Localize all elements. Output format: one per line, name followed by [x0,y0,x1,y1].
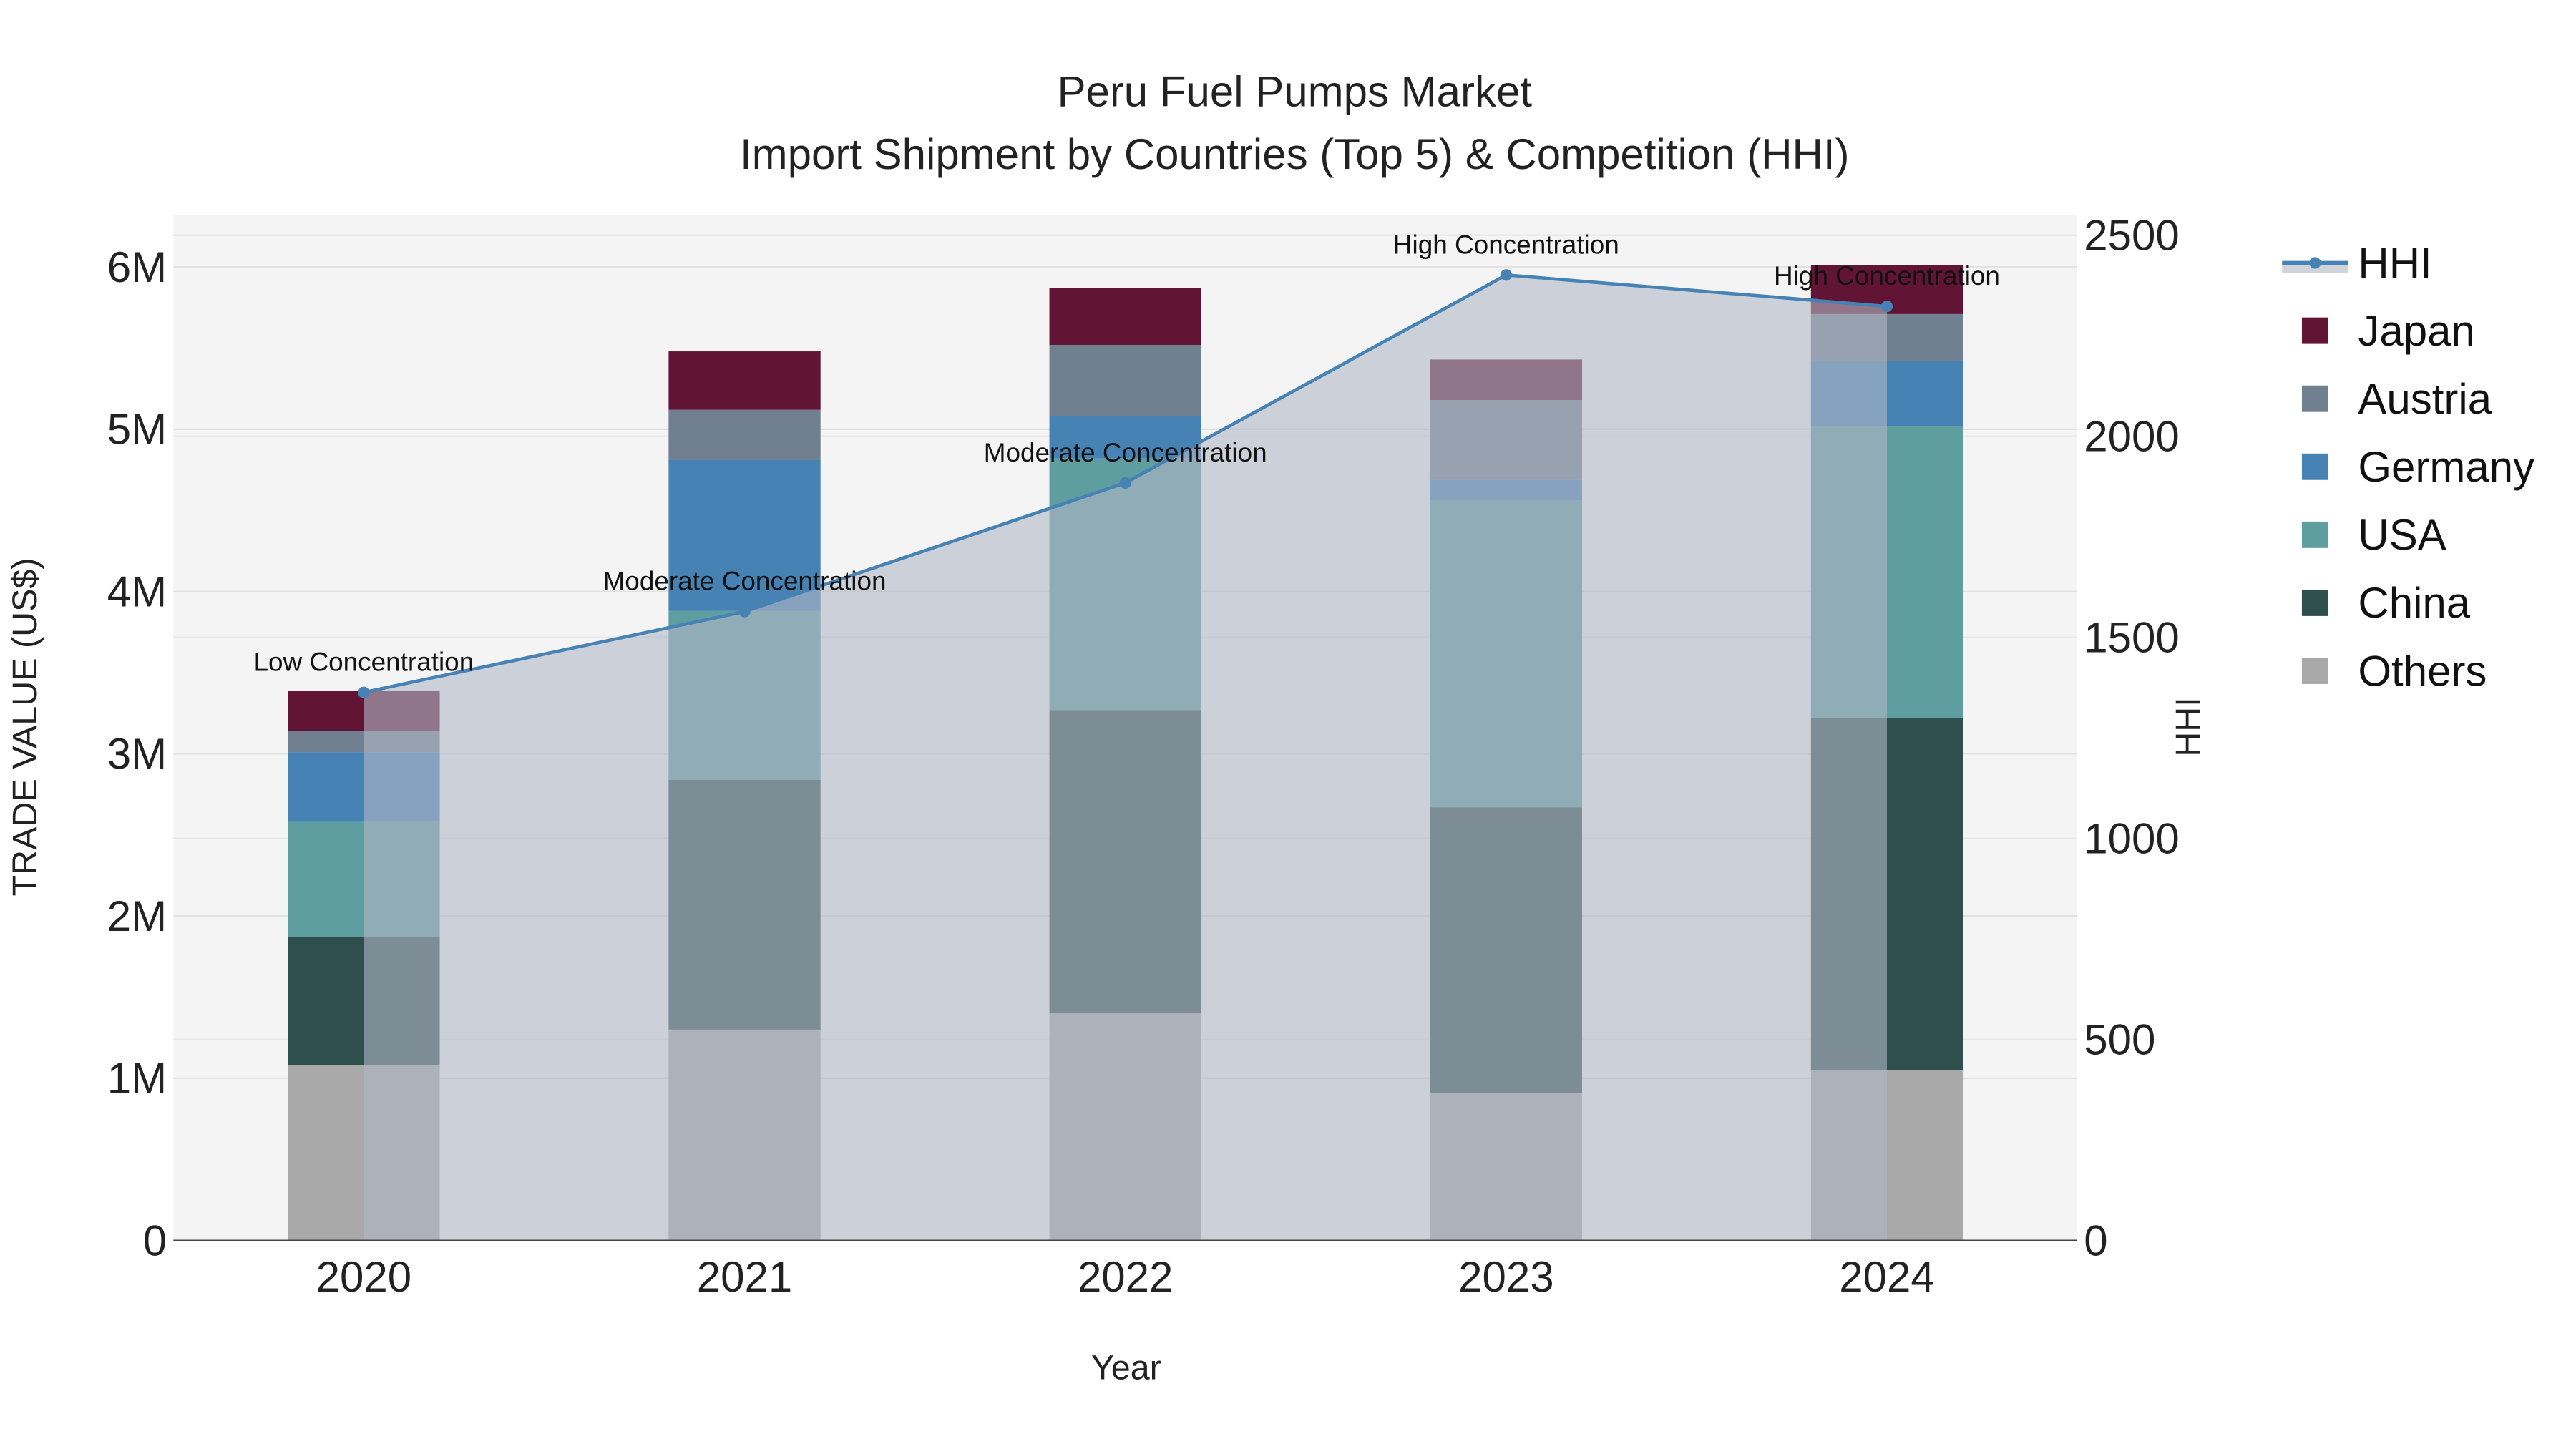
x-tick-label: 2022 [1078,1253,1173,1301]
y2-tick-label: 500 [2084,1015,2155,1063]
legend-label: China [2358,579,2470,627]
legend-swatch [2301,317,2328,344]
legend-item-germany: Germany [2301,443,2534,491]
legend-hhi-marker [2309,257,2321,269]
legend-item-usa: USA [2301,511,2446,559]
y2-axis-title: HHI [2169,697,2207,756]
hhi-area [364,275,1888,1241]
hhi-point [1500,269,1512,281]
x-axis-title: Year [1091,1349,1161,1387]
legend-label: Austria [2358,375,2492,423]
y-axis-ticks: 0 1M 2M 3M 4M 5M 6M [107,243,167,1265]
legend-swatch [2301,521,2328,548]
legend-swatch [2301,589,2328,616]
hhi-annotation: Moderate Concentration [603,567,887,596]
y-tick-label: 2M [107,892,167,940]
bar-japan-2022 [1049,288,1201,345]
legend: HHI Japan Austria Germany USA China Others [2282,239,2534,695]
chart-title: Peru Fuel Pumps Market [1057,67,1532,115]
hhi-annotation: Low Concentration [254,648,474,677]
legend-swatch [2301,658,2328,684]
x-tick-label: 2023 [1458,1253,1553,1301]
legend-item-hhi: HHI [2282,239,2432,287]
y-axis-title: TRADE VALUE (US$) [6,557,44,896]
bar-germany-2021 [668,459,821,611]
y-tick-label: 0 [143,1216,167,1264]
y-tick-label: 4M [107,567,167,615]
y-tick-label: 3M [107,730,167,778]
y2-tick-label: 0 [2084,1216,2107,1264]
hhi-annotation: High Concentration [1393,230,1619,259]
y2-tick-label: 1500 [2084,613,2179,661]
y2-tick-label: 1000 [2084,814,2179,862]
legend-item-japan: Japan [2301,307,2475,355]
x-tick-label: 2021 [697,1253,792,1301]
legend-label: USA [2358,511,2446,559]
y-tick-label: 1M [107,1055,167,1103]
legend-label: Germany [2358,443,2534,491]
bar-germany-2022 [1049,416,1201,459]
legend-label: HHI [2358,239,2431,287]
y2-axis-ticks: 0 500 1000 1500 2000 2500 [2084,211,2179,1264]
hhi-series: Low Concentration Moderate Concentration M… [254,230,2000,1241]
x-axis-ticks: 2020 2021 2022 2023 2024 [316,1253,1935,1301]
hhi-point [358,686,370,698]
bar-austria-2022 [1049,344,1201,416]
y2-tick-label: 2500 [2084,211,2179,259]
y-tick-label: 6M [107,243,167,291]
legend-swatch [2301,453,2328,480]
x-tick-label: 2024 [1839,1253,1934,1301]
legend-item-others: Others [2301,647,2487,695]
legend-swatch [2301,385,2328,412]
legend-item-china: China [2301,579,2471,627]
hhi-point [738,605,751,618]
x-tick-label: 2020 [316,1253,411,1301]
legend-label: Japan [2358,307,2474,355]
bar-japan-2021 [668,351,821,410]
bar-austria-2021 [668,409,821,460]
hhi-annotation: Moderate Concentration [984,438,1267,467]
legend-item-austria: Austria [2301,375,2492,423]
hhi-annotation: High Concentration [1774,261,2000,291]
y-tick-label: 5M [107,406,167,454]
legend-label: Others [2358,647,2487,695]
y2-tick-label: 2000 [2084,412,2179,460]
hhi-point [1119,477,1131,489]
chart-subtitle: Import Shipment by Countries (Top 5) & C… [740,130,1850,178]
hhi-point [1880,301,1893,313]
